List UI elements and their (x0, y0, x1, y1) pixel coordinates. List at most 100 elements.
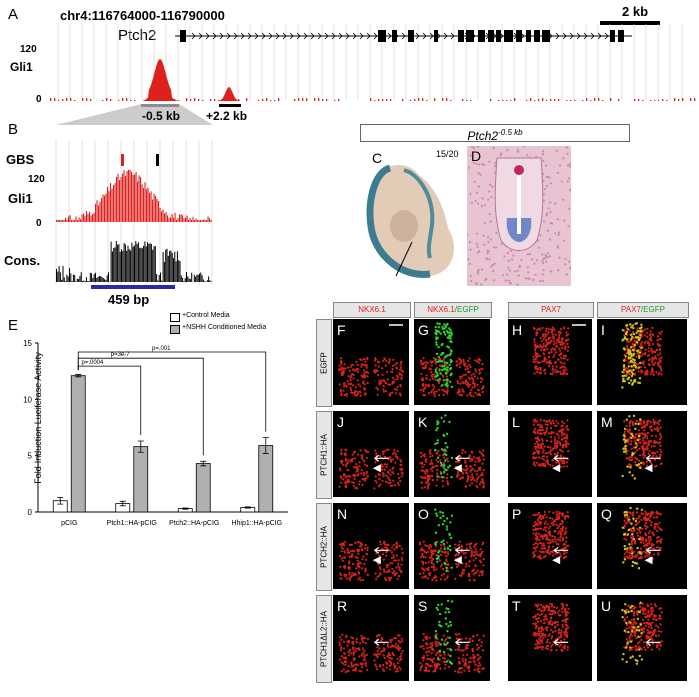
scale-bar-label: 2 kb (622, 4, 649, 19)
arrow-icon (373, 546, 389, 554)
embryo-ratio: 15/20 (436, 149, 459, 159)
b-gli1-label: Gli1 (8, 191, 33, 206)
genomic-locus-label: chr4:116764000-116790000 (60, 8, 225, 23)
error-bar (262, 437, 269, 454)
micrograph-panel: F (333, 319, 409, 405)
b-y-min-label: 0 (36, 218, 42, 229)
arrow-icon (553, 546, 569, 554)
micrograph-panel: G (414, 319, 490, 405)
column-header-text: NKX6.1 (358, 305, 386, 314)
panel-letter: T (512, 598, 521, 614)
genome-browser-tracks (50, 24, 696, 125)
column-header: PAX7 (508, 302, 594, 318)
panel-letter: U (601, 598, 612, 614)
error-bar (244, 506, 251, 509)
column-header-text: PAX7 (621, 305, 641, 314)
arrow-icon (454, 454, 470, 462)
significance-bracket (77, 365, 142, 436)
error-bar (137, 440, 144, 453)
row-label-text: PTCH1ΔL2::HA (319, 610, 329, 668)
column-header-text: /EGFP (640, 305, 665, 314)
row-label: PTCH1ΔL2::HA (316, 595, 332, 683)
p-value-label: p=.001 (152, 346, 171, 352)
bar (258, 445, 274, 513)
panel-letter: L (512, 414, 520, 430)
arrow-icon (645, 638, 661, 646)
embryo-image: C 15/20 (360, 146, 464, 288)
construct-title-sup: -0.5 kb (498, 128, 523, 137)
arrowhead-icon (372, 556, 381, 565)
row-label: PTCH1::HA (316, 411, 332, 499)
row-label: PTCH2::HA (316, 503, 332, 591)
x-tick-label: pCIG (61, 520, 77, 527)
region-length-label: 459 bp (108, 292, 150, 307)
peak2-label: +2.2 kb (206, 109, 248, 123)
arrowhead-icon (552, 464, 561, 473)
error-bar (57, 496, 64, 505)
panel-letter-d: D (471, 148, 482, 164)
error-bar (200, 460, 207, 467)
p-value-label: p=3e-7 (111, 352, 131, 358)
micrograph-panel: J (333, 411, 409, 497)
micrograph-panel: M (597, 411, 687, 497)
column-header: PAX7/EGFP (597, 302, 689, 318)
panel-letter: N (337, 506, 348, 522)
micrograph-panel: U (597, 595, 687, 681)
legend-label-control: +Control Media (182, 312, 230, 319)
arrow-icon (645, 546, 661, 554)
panel-letter: S (418, 598, 428, 614)
arrowhead-icon (453, 556, 462, 565)
micrograph-panel: K (414, 411, 490, 497)
panel-letter: H (512, 322, 523, 338)
micrograph-panel: N (333, 503, 409, 589)
x-tick-label: Ptch1::HA-pCIG (107, 520, 157, 527)
column-header-text: /EGFP (454, 305, 479, 314)
y-axis-max-label: 120 (20, 44, 37, 55)
panel-letter: R (337, 598, 348, 614)
arrow-icon (454, 638, 470, 646)
y-tick-label: 15 (23, 339, 32, 348)
column-header: NKX6.1/EGFP (414, 302, 492, 318)
panel-letter: K (418, 414, 428, 430)
micrograph-panel: T (508, 595, 592, 681)
arrowhead-icon (644, 556, 653, 565)
y-tick-label: 5 (28, 452, 33, 461)
panel-letter: P (512, 506, 522, 522)
column-header: NKX6.1 (333, 302, 411, 318)
arrowhead-icon (644, 464, 653, 473)
panel-letter-a: A (8, 6, 19, 23)
construct-title: Ptch2 (467, 129, 499, 143)
panel-letter: G (418, 322, 429, 338)
bar (70, 375, 86, 513)
track-label-gli1: Gli1 (10, 60, 33, 74)
legend-swatch-nshh (170, 325, 180, 334)
micrograph-panel: I (597, 319, 687, 405)
row-label-text: PTCH2::HA (319, 526, 329, 568)
significance-bracket (77, 351, 267, 432)
construct-title-box: Ptch2-0.5 kb (360, 124, 630, 143)
panel-letter: O (418, 506, 429, 522)
cons-track-label: Cons. (4, 253, 41, 268)
gbs-track-label: GBS (6, 152, 35, 167)
panel-letter-b: B (8, 121, 19, 138)
panel-letter: J (337, 414, 344, 430)
arrow-icon (553, 638, 569, 646)
p-value-label: p=.0004 (82, 360, 105, 366)
arrowhead-icon (372, 464, 381, 473)
panel-letter: Q (601, 506, 612, 522)
micrograph-panel: P (508, 503, 592, 589)
panel-letter-c: C (372, 150, 383, 166)
arrowhead-icon (552, 556, 561, 565)
bar (195, 463, 211, 513)
error-bar (75, 374, 82, 378)
error-bar (119, 500, 126, 507)
micrograph-panel: H (508, 319, 592, 405)
micrograph-panel: L (508, 411, 592, 497)
bar (133, 446, 149, 513)
panel-letter-e: E (8, 317, 19, 334)
error-bar (182, 507, 189, 510)
column-header-text: NKX6.1 (427, 305, 455, 314)
arrowhead-icon (453, 464, 462, 473)
y-axis-min-label: 0 (36, 94, 42, 105)
micrograph-panel: Q (597, 503, 687, 589)
